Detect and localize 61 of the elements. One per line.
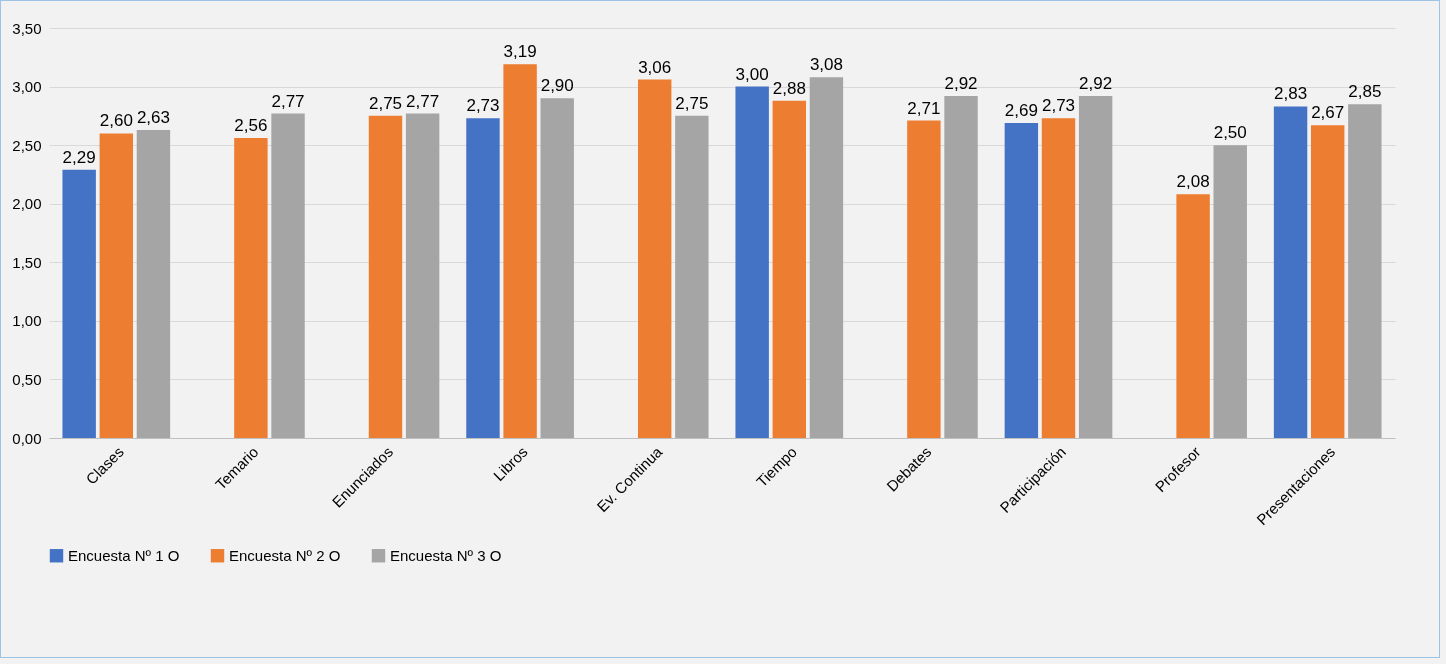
bar <box>503 64 537 438</box>
bar <box>637 79 672 438</box>
bar <box>99 133 134 438</box>
bar <box>809 77 844 438</box>
data-label: 2,73 <box>466 96 500 116</box>
bar <box>1273 106 1308 438</box>
data-label: 2,75 <box>368 93 403 113</box>
y-tick-label: 3,50 <box>12 19 42 37</box>
y-tick-label: 2,00 <box>12 195 42 213</box>
bar <box>271 113 305 438</box>
y-tick-label: 2,50 <box>12 136 42 154</box>
bar <box>368 115 403 438</box>
y-tick-label: 3,00 <box>12 78 42 96</box>
bar <box>234 138 268 438</box>
data-label: 2,67 <box>1311 103 1345 123</box>
bar <box>1310 125 1345 438</box>
bar <box>772 100 807 438</box>
data-label: 3,19 <box>503 42 537 62</box>
data-label: 3,06 <box>638 57 672 77</box>
data-label: 2,29 <box>62 147 96 167</box>
bar <box>1348 104 1382 438</box>
data-label: 2,77 <box>271 91 305 111</box>
data-label: 2,69 <box>1004 100 1038 120</box>
data-label: 2,60 <box>99 111 133 131</box>
bar <box>675 115 709 438</box>
data-label: 2,73 <box>1041 96 1076 116</box>
bar <box>1213 145 1247 438</box>
y-tick-label: 1,50 <box>12 253 42 271</box>
bar <box>1078 95 1113 438</box>
data-label: 2,83 <box>1274 84 1308 104</box>
data-label: 2,88 <box>772 78 806 98</box>
data-label: 2,90 <box>540 76 574 96</box>
data-label: 2,56 <box>234 116 268 136</box>
legend-label: Encuesta Nº 2 O <box>229 546 341 564</box>
data-label: 2,92 <box>1079 73 1113 93</box>
bar <box>735 86 769 438</box>
data-label: 3,00 <box>735 64 769 84</box>
y-tick-label: 0,50 <box>12 370 42 388</box>
data-label: 2,08 <box>1176 172 1210 192</box>
data-label: 2,77 <box>406 91 440 111</box>
data-label: 2,63 <box>136 107 170 127</box>
data-label: 2,75 <box>675 93 709 113</box>
y-tick-label: 1,00 <box>12 312 42 330</box>
bar <box>62 169 96 438</box>
bar <box>405 113 440 438</box>
data-label: 2,71 <box>907 98 941 118</box>
bar <box>466 118 500 438</box>
data-label: 2,85 <box>1348 82 1382 102</box>
bar <box>136 129 171 438</box>
legend-label: Encuesta Nº 1 O <box>68 546 180 564</box>
bar <box>1041 118 1076 438</box>
bar <box>540 98 574 438</box>
bar <box>1176 194 1210 438</box>
bar <box>944 95 978 438</box>
legend-label: Encuesta Nº 3 O <box>390 546 502 564</box>
y-tick-label: 0,00 <box>12 429 42 447</box>
bar <box>1004 122 1039 438</box>
data-label: 2,92 <box>944 73 978 93</box>
data-label: 2,50 <box>1213 123 1247 143</box>
bar <box>907 120 941 438</box>
data-label: 3,08 <box>809 55 843 75</box>
